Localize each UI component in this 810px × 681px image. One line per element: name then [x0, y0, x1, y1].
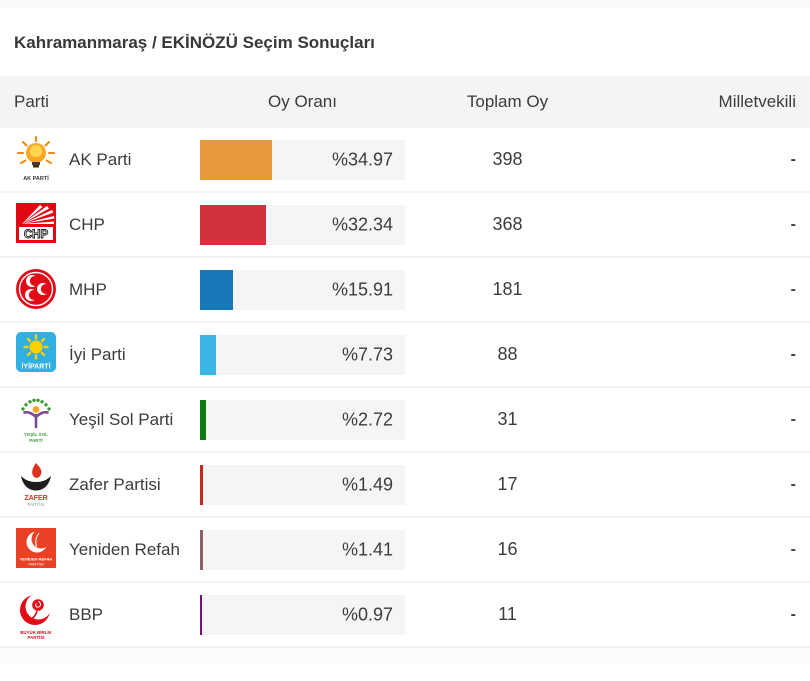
vote-share-bar: %32.34 — [200, 204, 405, 245]
bbp-logo-caption-2: PARTİSİ — [28, 635, 45, 640]
column-header-party: Parti — [14, 92, 49, 111]
vote-share-bar-fill — [200, 204, 267, 245]
vote-share-value: %32.34 — [331, 214, 393, 234]
zafer-logo-caption: ZAFER — [24, 495, 47, 502]
party-name: AK Parti — [69, 149, 132, 169]
vote-share-bar: %1.49 — [200, 464, 405, 505]
iyi-parti-logo: İYİPARTİ — [12, 329, 60, 381]
vote-share-value: %7.73 — [341, 344, 393, 364]
total-votes: 17 — [497, 474, 518, 494]
ak-parti-logo: AK PARTİ — [12, 134, 60, 186]
results-table: AK PARTİ AK Parti %34.97 398 - — [0, 128, 810, 648]
table-row: YENİDEN REFAH PARTİSİ Yeniden Refah %1.4… — [0, 518, 810, 583]
mp-count: - — [790, 540, 796, 558]
party-name: MHP — [69, 279, 107, 299]
chp-logo: CHP — [12, 199, 60, 251]
total-votes: 16 — [497, 539, 518, 559]
chp-logo-caption: CHP — [24, 229, 49, 241]
party-name: Yeniden Refah — [69, 539, 180, 559]
mp-count: - — [790, 150, 796, 168]
total-votes: 398 — [492, 149, 523, 169]
party-name: Yeşil Sol Parti — [69, 409, 174, 429]
column-header-mps: Milletvekili — [718, 92, 796, 111]
yeniden-refah-logo-caption: YENİDEN REFAH — [20, 556, 53, 561]
table-row: İYİPARTİ İyi Parti %7.73 88 - — [0, 323, 810, 388]
vote-share-value: %34.97 — [331, 149, 393, 169]
total-votes: 11 — [498, 604, 517, 624]
party-name: CHP — [69, 214, 105, 234]
vote-share-bar-fill — [200, 269, 233, 310]
vote-share-bar-fill — [200, 529, 203, 570]
total-votes: 181 — [492, 279, 523, 299]
party-name: BBP — [69, 604, 104, 624]
bottom-divider — [0, 648, 810, 663]
ak-parti-logo-caption: AK PARTİ — [23, 175, 49, 182]
vote-share-bar-fill — [200, 399, 206, 440]
mp-count: - — [790, 475, 796, 493]
vote-share-bar: %0.97 — [200, 594, 405, 635]
yeniden-refah-logo: YENİDEN REFAH PARTİSİ — [12, 524, 60, 576]
vote-share-bar-fill — [200, 464, 204, 505]
vote-share-bar: %1.41 — [200, 529, 405, 570]
yesil-sol-logo-caption-2: PARTİ — [29, 437, 42, 443]
mp-count: - — [790, 345, 796, 363]
table-row: BÜYÜK BİRLİK PARTİSİ BBP %0.97 11 - — [0, 583, 810, 648]
mhp-logo — [12, 264, 60, 316]
bbp-logo: BÜYÜK BİRLİK PARTİSİ — [12, 589, 60, 641]
vote-share-bar-fill — [200, 139, 272, 180]
vote-share-bar-fill — [200, 334, 216, 375]
table-row: YEŞİL SOL PARTİ Yeşil Sol Parti %2.72 31… — [0, 388, 810, 453]
vote-share-value: %2.72 — [341, 409, 393, 429]
total-votes: 368 — [492, 214, 523, 234]
vote-share-bar: %2.72 — [200, 399, 405, 440]
total-votes: 31 — [497, 409, 518, 429]
table-row: ZAFER PARTİSİ Zafer Partisi %1.49 17 - — [0, 453, 810, 518]
party-name: İyi Parti — [69, 344, 126, 364]
mp-count: - — [790, 410, 796, 428]
table-row: MHP %15.91 181 - — [0, 258, 810, 323]
vote-share-bar: %7.73 — [200, 334, 405, 375]
total-votes: 88 — [497, 344, 518, 364]
vote-share-value: %1.41 — [341, 539, 393, 559]
vote-share-value: %15.91 — [331, 279, 393, 299]
yesil-sol-logo-caption: YEŞİL SOL — [24, 431, 48, 437]
party-name: Zafer Partisi — [69, 474, 161, 494]
mp-count: - — [790, 280, 796, 298]
column-header-total-votes: Toplam Oy — [466, 92, 549, 111]
vote-share-value: %1.49 — [341, 474, 393, 494]
yesil-sol-parti-logo: YEŞİL SOL PARTİ — [12, 394, 60, 446]
vote-share-bar: %15.91 — [200, 269, 405, 310]
iyi-parti-logo-caption: İYİPARTİ — [21, 362, 50, 370]
yeniden-refah-logo-caption-2: PARTİSİ — [28, 561, 43, 566]
zafer-partisi-logo: ZAFER PARTİSİ — [12, 459, 60, 511]
bbp-logo-caption: BÜYÜK BİRLİK — [20, 630, 52, 635]
page-title: Kahramanmaraş / EKİNÖZÜ Seçim Sonuçları — [14, 33, 375, 52]
vote-share-bar: %34.97 — [200, 139, 405, 180]
mp-count: - — [790, 215, 796, 233]
table-header: Parti Oy Oranı Toplam Oy Milletvekili — [0, 76, 810, 128]
mp-count: - — [790, 605, 796, 623]
table-row: AK PARTİ AK Parti %34.97 398 - — [0, 128, 810, 193]
column-header-vote-rate: Oy Oranı — [268, 92, 337, 111]
table-row: CHP CHP %32.34 368 - — [0, 193, 810, 258]
zafer-logo-caption-2: PARTİSİ — [27, 501, 44, 507]
vote-share-value: %0.97 — [341, 604, 393, 624]
vote-share-bar-fill — [200, 594, 202, 635]
top-divider — [0, 0, 810, 8]
